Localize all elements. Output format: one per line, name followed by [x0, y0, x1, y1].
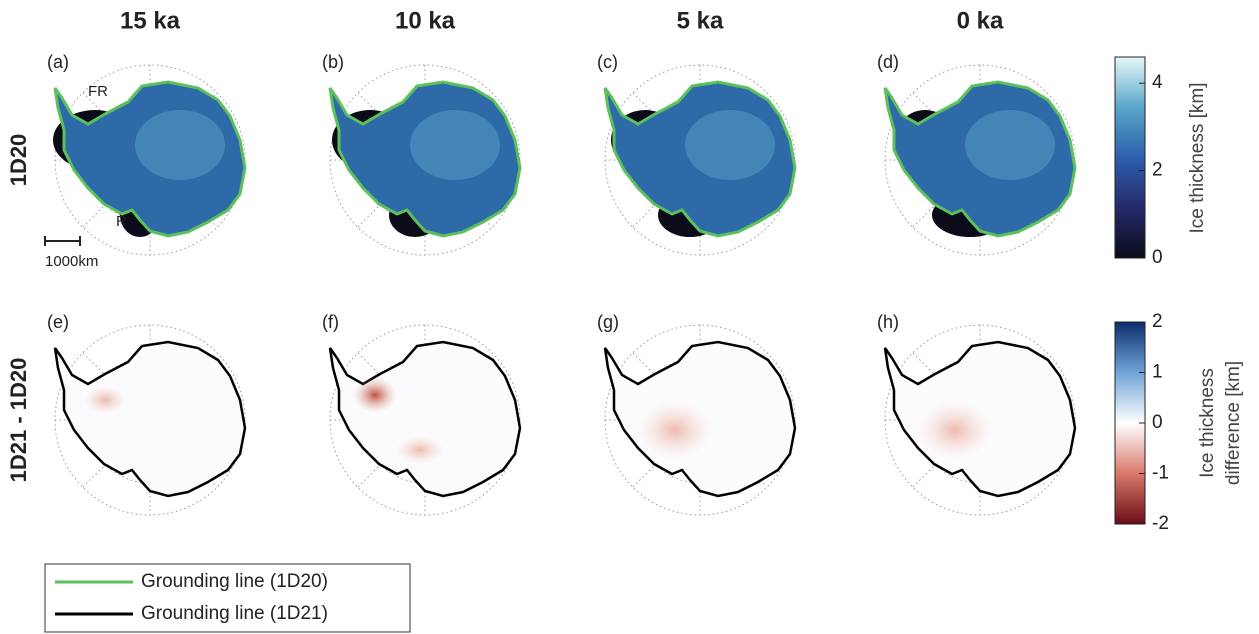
ice-sheet — [53, 340, 247, 498]
map-panel — [603, 324, 797, 516]
legend-label: Grounding line (1D21) — [141, 603, 328, 624]
tick-label: 4 — [1152, 72, 1163, 93]
colorbar-label: Ice thickness [km] — [1187, 83, 1208, 234]
ice-dome — [135, 110, 225, 180]
legend-entries: Grounding line (1D20) Grounding line (1D2… — [55, 571, 328, 624]
difference — [353, 377, 397, 413]
panel-label: (b) — [322, 52, 344, 72]
panel-label: (d) — [877, 52, 899, 72]
difference — [395, 435, 445, 465]
annotation: FR — [88, 83, 108, 100]
panel-label: (f) — [322, 312, 339, 332]
tick-label: 2 — [1152, 160, 1163, 181]
row-title: 1D20 — [6, 134, 31, 187]
column-title: 5 ka — [677, 7, 724, 34]
colorbar-label: Ice thickness — [1197, 368, 1218, 478]
tick-label: 0 — [1152, 247, 1163, 268]
ice-sheet — [328, 340, 522, 498]
maps — [53, 64, 1077, 516]
legend — [44, 563, 411, 633]
difference — [83, 385, 127, 415]
tick-label: -1 — [1152, 463, 1169, 484]
ice-dome — [965, 110, 1055, 180]
map-panel — [53, 324, 247, 516]
difference — [637, 400, 713, 460]
difference — [917, 400, 993, 460]
map-panel — [328, 64, 522, 256]
map-panel — [603, 64, 797, 256]
tick-label: -2 — [1152, 513, 1169, 534]
legend-label: Grounding line (1D20) — [141, 571, 328, 592]
colorbar-label: difference [km] — [1223, 361, 1244, 485]
scale-bar — [44, 236, 81, 246]
column-title: 0 ka — [957, 7, 1004, 34]
panel-label: (c) — [597, 52, 618, 72]
map-panel — [328, 324, 522, 516]
colorbar — [1114, 56, 1146, 259]
tick-label: 1 — [1152, 362, 1163, 383]
panel-label: (e) — [47, 312, 69, 332]
tick-label: 2 — [1152, 311, 1163, 332]
tick-label: 0 — [1152, 412, 1163, 433]
scale-label: 1000km — [45, 253, 98, 270]
panel-label: (a) — [47, 52, 69, 72]
ice-dome — [685, 110, 775, 180]
panel-label: (h) — [877, 312, 899, 332]
row-title: 1D21 - 1D20 — [6, 358, 31, 483]
map-panel — [883, 324, 1077, 516]
map-panel — [883, 64, 1077, 256]
annotation: R — [116, 213, 127, 230]
map-panel — [53, 64, 247, 256]
column-title: 15 ka — [120, 7, 181, 34]
panel-label: (g) — [597, 312, 619, 332]
column-title: 10 ka — [395, 7, 456, 34]
ice-dome — [410, 110, 500, 180]
